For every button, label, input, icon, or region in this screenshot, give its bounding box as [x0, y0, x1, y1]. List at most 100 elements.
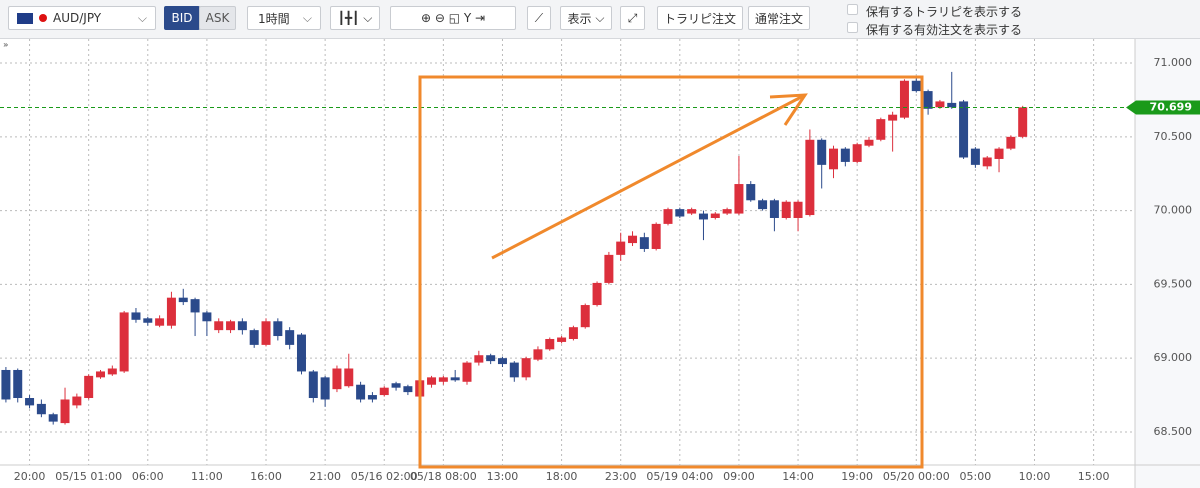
bid-button[interactable]: BID: [164, 6, 200, 30]
display-select[interactable]: 表示 ⌵: [560, 6, 612, 30]
candle-body: [249, 330, 259, 345]
candle-body: [178, 297, 188, 303]
candle-body: [876, 119, 886, 140]
arrow-head: [769, 93, 808, 126]
candle-body: [107, 368, 117, 375]
candle-body: [474, 355, 484, 363]
y-tick-label: 69.000: [1154, 351, 1193, 364]
candle-body: [462, 362, 472, 382]
candle-body: [497, 358, 507, 365]
candle-body: [320, 377, 330, 400]
candle-body: [829, 148, 839, 170]
candle-body: [450, 377, 460, 381]
y-tick-label: 71.000: [1154, 56, 1193, 69]
expand-button[interactable]: ⤢: [620, 6, 645, 30]
candle-body: [769, 200, 779, 218]
candle-body: [651, 223, 661, 249]
x-tick-label: 06:00: [132, 470, 164, 483]
x-tick-label: 13:00: [487, 470, 519, 483]
chevron: ⌵: [302, 10, 312, 25]
candle-body: [911, 80, 921, 92]
normal-order-button[interactable]: 通常注文: [748, 6, 810, 30]
candle-body: [509, 362, 519, 378]
candle-body: [994, 148, 1004, 159]
candle-body: [568, 327, 578, 339]
candle-body: [982, 157, 992, 167]
candle-body: [438, 377, 448, 382]
candle-body: [639, 237, 649, 249]
candle-body: [48, 414, 58, 422]
candle-body: [36, 403, 46, 415]
candle-body: [403, 386, 413, 393]
trarepi-order-button[interactable]: トラリピ注文: [657, 6, 743, 30]
checkbox[interactable]: [847, 4, 858, 15]
candle-body: [155, 318, 165, 326]
candle-body: [261, 321, 271, 345]
ask-button[interactable]: ASK: [199, 6, 236, 30]
candle-body: [533, 349, 543, 360]
x-tick-label: 14:00: [782, 470, 814, 483]
symbol-select[interactable]: AUD/JPY ⌵: [8, 6, 156, 30]
candle-body: [226, 321, 236, 331]
candle-body: [356, 384, 366, 400]
candle-body: [308, 371, 318, 399]
candle-body: [214, 321, 224, 331]
candle-body: [698, 213, 708, 220]
y-tick-label: 68.500: [1154, 425, 1193, 438]
candle-body: [84, 375, 94, 399]
candle-body: [604, 254, 614, 283]
candle-body: [557, 337, 567, 342]
candle-body: [296, 334, 306, 372]
symbol: AUD/JPY: [53, 11, 102, 25]
x-tick-label: 05/18 08:00: [410, 470, 477, 483]
x-tick-label: 05/19 04:00: [646, 470, 713, 483]
candle-body: [72, 396, 82, 406]
x-tick-label: 05/20 00:00: [883, 470, 950, 483]
candle-body: [166, 297, 176, 326]
x-tick-label: 16:00: [250, 470, 282, 483]
chart: » 68.500 69.000 69.500 70.000 70.500 71.000 20…: [0, 39, 1200, 488]
candle-body: [675, 209, 685, 217]
candle-body: [391, 383, 401, 388]
candle-body: [888, 114, 898, 121]
candle-body: [332, 368, 342, 390]
x-tick-label: 21:00: [309, 470, 341, 483]
collapse-icon[interactable]: »: [3, 41, 9, 51]
candle-body: [899, 80, 909, 118]
timeframe-select[interactable]: 1時間 ⌵: [247, 6, 321, 30]
candle-body: [592, 282, 602, 306]
x-tick-label: 10:00: [1019, 470, 1051, 483]
candle-body: [793, 201, 803, 218]
x-tick-label: 11:00: [191, 470, 223, 483]
candle-body: [521, 358, 531, 378]
candle-body: [734, 184, 744, 214]
candle-body: [805, 139, 815, 216]
toolbar: AUD/JPY ⌵ BID ASK 1時間 ⌵ ┃╋┃ ⌵ ⊕ ⊖ ◱ Y ⇥ ⟋…: [0, 0, 1200, 39]
zoom-tools[interactable]: ⊕ ⊖ ◱ Y ⇥: [390, 6, 516, 30]
x-tick-label: 09:00: [723, 470, 755, 483]
candle-body: [237, 321, 247, 331]
candle-body: [25, 398, 35, 406]
chart-type-select[interactable]: ┃╋┃ ⌵: [330, 6, 380, 30]
trend-arrow: [491, 93, 806, 260]
candle-body: [628, 235, 638, 244]
candle-body: [923, 91, 933, 109]
checkbox[interactable]: [847, 22, 858, 33]
candle-body: [840, 148, 850, 162]
x-tick-label: 15:00: [1078, 470, 1110, 483]
candle-body: [119, 312, 129, 372]
indicator-button[interactable]: ⟋: [527, 6, 551, 30]
candle-body: [1018, 107, 1028, 137]
timeframe: 1時間: [258, 11, 290, 26]
candle-body: [427, 377, 437, 385]
candle-body: [60, 399, 70, 424]
candle-body: [13, 369, 23, 399]
y-tick-label: 70.000: [1154, 204, 1193, 217]
candle-body: [273, 321, 283, 337]
x-tick-label: 05/15 01:00: [55, 470, 122, 483]
candle-body: [190, 299, 200, 313]
candle-body: [935, 101, 945, 108]
x-tick-label: 23:00: [605, 470, 637, 483]
candle-body: [710, 213, 720, 218]
